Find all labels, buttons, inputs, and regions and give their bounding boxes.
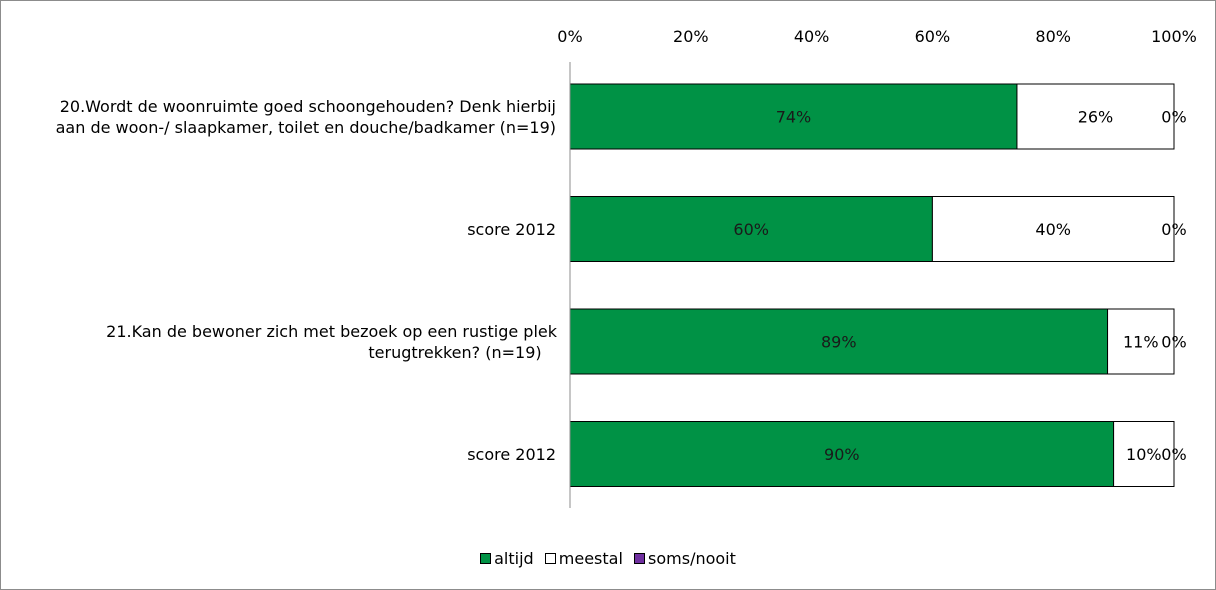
bar-meestal bbox=[1107, 308, 1175, 375]
data-label-altijd: 60% bbox=[733, 220, 769, 239]
data-label-altijd: 90% bbox=[824, 445, 860, 464]
legend-swatch-soms-nooit bbox=[634, 553, 646, 564]
bar-meestal bbox=[931, 196, 1175, 262]
x-tick-label: 40% bbox=[794, 27, 830, 46]
bar-meestal bbox=[1016, 83, 1175, 150]
x-tick-label: 80% bbox=[1035, 27, 1071, 46]
x-tick-label: 0% bbox=[557, 27, 582, 46]
data-label-meestal: 10% bbox=[1126, 445, 1162, 464]
legend-label-meestal: meestal bbox=[558, 549, 623, 568]
category-label: 21.Kan de bewoner zich met bezoek op een… bbox=[106, 322, 558, 362]
bar-altijd bbox=[569, 308, 1109, 375]
legend-item-soms-nooit: soms/nooit bbox=[634, 549, 736, 568]
data-label-meestal: 26% bbox=[1078, 108, 1114, 127]
legend-swatch-altijd bbox=[480, 553, 492, 564]
legend-swatch-meestal bbox=[544, 553, 556, 564]
data-label-soms-nooit: 0% bbox=[1161, 108, 1186, 127]
data-label-soms-nooit: 0% bbox=[1161, 220, 1186, 239]
data-label-altijd: 89% bbox=[821, 333, 857, 352]
x-tick-label: 60% bbox=[915, 27, 951, 46]
data-label-meestal: 11% bbox=[1123, 333, 1159, 352]
x-tick-label: 100% bbox=[1151, 27, 1197, 46]
data-label-meestal: 40% bbox=[1035, 220, 1071, 239]
category-label: score 2012 bbox=[467, 220, 556, 239]
bar-altijd bbox=[569, 196, 933, 262]
data-label-altijd: 74% bbox=[776, 108, 812, 127]
legend-item-meestal: meestal bbox=[544, 549, 623, 568]
bar-altijd bbox=[569, 421, 1115, 487]
legend-item-altijd: altijd bbox=[480, 549, 534, 568]
data-label-soms-nooit: 0% bbox=[1161, 333, 1186, 352]
bar-meestal bbox=[1113, 421, 1175, 487]
legend: altijd meestal soms/nooit bbox=[0, 549, 1216, 568]
category-label: 20.Wordt de woonruimte goed schoongehoud… bbox=[56, 97, 556, 137]
legend-label-soms-nooit: soms/nooit bbox=[648, 549, 736, 568]
category-label: score 2012 bbox=[467, 445, 556, 464]
x-tick-label: 20% bbox=[673, 27, 709, 46]
data-label-soms-nooit: 0% bbox=[1161, 445, 1186, 464]
legend-label-altijd: altijd bbox=[494, 549, 534, 568]
bar-altijd bbox=[569, 83, 1018, 150]
